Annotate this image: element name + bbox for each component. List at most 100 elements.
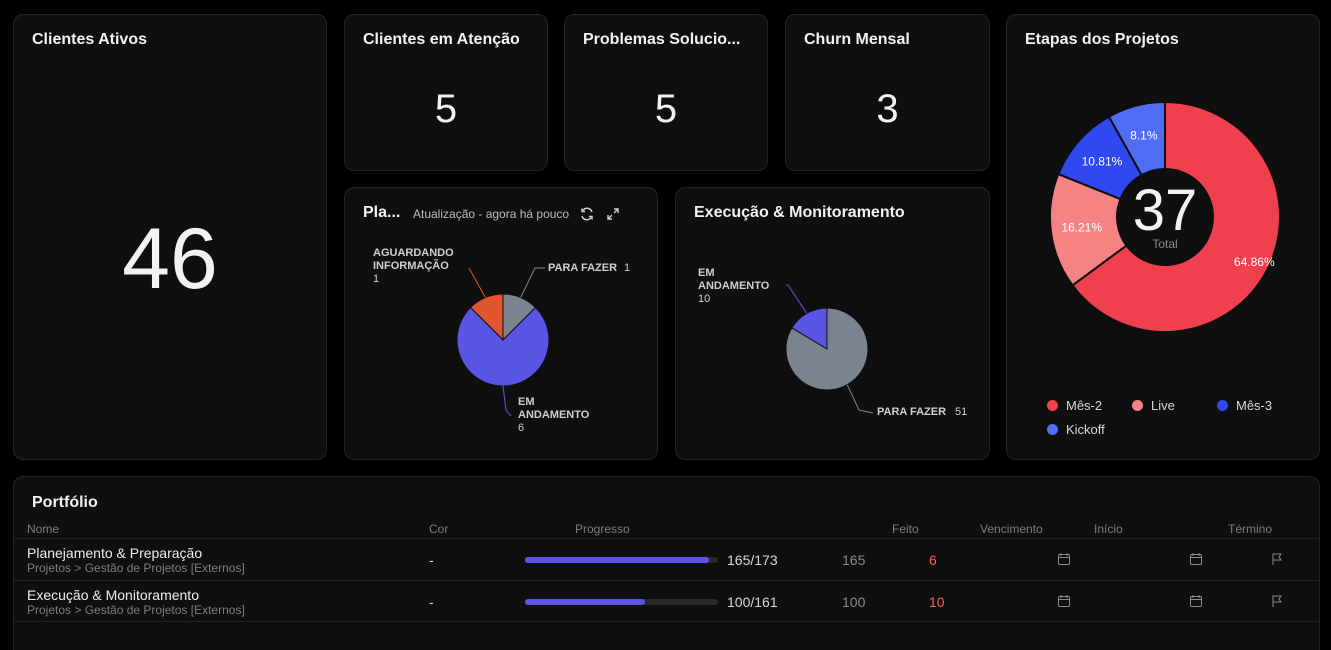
legend-item[interactable]: Mês-3 (1217, 398, 1307, 413)
slice-value: 1 (373, 273, 379, 285)
donut-slice-label: 64.86% (1234, 255, 1275, 269)
slice-value: 1 (624, 262, 630, 274)
donut-slice[interactable] (1049, 172, 1128, 287)
slice-value: 51 (955, 406, 967, 418)
progress-label: 165/173 (727, 552, 778, 568)
leader-line (502, 385, 512, 417)
legend-dot (1047, 400, 1058, 411)
legend-label: Mês-3 (1236, 398, 1273, 413)
progress-fill (525, 557, 710, 563)
legend-label: Live (1151, 398, 1175, 413)
donut-slice-label: 8.1% (1130, 129, 1158, 143)
column-header[interactable]: Feito (892, 522, 919, 536)
metric-value: 3 (876, 87, 899, 131)
flag-icon[interactable] (1270, 594, 1284, 608)
legend-label: Mês-2 (1066, 398, 1103, 413)
row-color: - (429, 552, 434, 568)
legend-item[interactable]: Live (1132, 398, 1217, 413)
card-problemas: Problemas Solucio... 5 (564, 14, 768, 171)
legend-item[interactable]: Mês-2 (1047, 398, 1132, 413)
slice-label: PARA FAZER (548, 262, 617, 274)
calendar-add-icon[interactable] (1057, 594, 1071, 608)
progress-fill (525, 599, 645, 605)
progress-bar (525, 599, 718, 605)
leader-line (846, 384, 874, 414)
donut-slice[interactable] (1107, 100, 1166, 177)
slice-label: ANDAMENTO (698, 280, 770, 292)
row-path: Projetos > Gestão de Projetos [Externos] (27, 561, 245, 575)
column-header[interactable]: Cor (429, 522, 449, 536)
row-open-count: 10 (929, 594, 945, 610)
row-done: 165 (842, 552, 866, 568)
slice-label: EM (698, 267, 715, 279)
column-header[interactable]: Início (1094, 522, 1123, 536)
card-etapas: Etapas dos Projetos 64.86% 16.21% 10.81% 8.… (1006, 14, 1320, 460)
card-clientes-ativos: Clientes Ativos 46 (13, 14, 327, 460)
legend-item[interactable]: Kickoff (1047, 422, 1132, 437)
legend-label: Kickoff (1066, 422, 1105, 437)
progress-bar (525, 557, 718, 563)
card-execucao: Execução & Monitoramento EM ANDAMENTO 10 PA… (675, 187, 990, 460)
metric-value: 5 (654, 87, 678, 131)
column-header[interactable]: Término (1228, 522, 1273, 536)
flag-icon[interactable] (1270, 552, 1284, 566)
column-header[interactable]: Nome (27, 522, 60, 536)
update-status: Atualização - agora há pouco (413, 207, 570, 221)
progress-label: 100/161 (727, 594, 778, 610)
card-clientes-atencao: Clientes em Atenção 5 (344, 14, 548, 171)
card-planejamento: Pla... Atualização - agora há pouco AGUA… (344, 187, 658, 460)
table-header: Nome Cor Progresso Feito Vencimento Iníc… (14, 522, 1319, 540)
table-row[interactable]: Planejamento & Preparação Projetos > Ges… (14, 538, 1319, 580)
donut-slice[interactable] (1071, 100, 1281, 333)
donut-slice-label: 10.81% (1082, 154, 1123, 168)
card-title: Clientes em Atenção (363, 31, 520, 48)
metric-value: 46 (122, 211, 218, 307)
portfolio-panel: Portfólio Nome Cor Progresso Feito Venci… (13, 476, 1320, 650)
row-color: - (429, 594, 434, 610)
calendar-add-icon[interactable] (1189, 594, 1203, 608)
pie-slice[interactable] (785, 307, 869, 391)
row-name[interactable]: Execução & Monitoramento (27, 587, 199, 603)
row-done: 100 (842, 594, 866, 610)
leader-line (468, 267, 486, 298)
slice-label: EM (518, 396, 535, 408)
card-churn: Churn Mensal 3 (785, 14, 990, 171)
row-path: Projetos > Gestão de Projetos [Externos] (27, 603, 245, 617)
slice-value: 6 (518, 422, 524, 434)
calendar-add-icon[interactable] (1057, 552, 1071, 566)
column-header[interactable]: Vencimento (980, 522, 1043, 536)
leader-line (786, 284, 808, 314)
column-header[interactable]: Progresso (575, 522, 630, 536)
portfolio-title: Portfólio (32, 494, 98, 511)
card-title: Problemas Solucio... (583, 31, 741, 48)
expand-icon[interactable] (605, 206, 621, 222)
donut-total: 37 (1133, 178, 1198, 243)
card-title: Etapas dos Projetos (1025, 31, 1179, 48)
row-open-count: 6 (929, 552, 937, 568)
donut-total-label: Total (1152, 237, 1177, 251)
card-title: Pla... (363, 204, 401, 221)
card-toolbar: Atualização - agora há pouco (413, 206, 621, 222)
leader-line (520, 267, 545, 298)
donut-slice-label: 16.21% (1061, 221, 1102, 235)
calendar-add-icon[interactable] (1189, 552, 1203, 566)
card-title: Churn Mensal (804, 31, 910, 48)
slice-label: ANDAMENTO (518, 409, 590, 421)
donut-legend: Mês-2 Live Mês-3 Kickoff (1047, 398, 1317, 437)
donut-chart-etapas: 64.86% 16.21% 10.81% 8.1% 37 Total (1049, 100, 1281, 333)
legend-dot (1132, 400, 1143, 411)
slice-value: 10 (698, 293, 710, 305)
legend-dot (1047, 424, 1058, 435)
metric-value: 5 (434, 87, 458, 131)
slice-label: AGUARDANDO (373, 247, 454, 259)
row-name[interactable]: Planejamento & Preparação (27, 545, 203, 561)
card-title: Execução & Monitoramento (694, 204, 905, 221)
refresh-icon[interactable] (579, 206, 595, 222)
slice-label: PARA FAZER (877, 406, 946, 418)
pie-slice[interactable] (456, 306, 550, 387)
card-title: Clientes Ativos (32, 31, 147, 48)
table-row[interactable]: Execução & Monitoramento Projetos > Gest… (14, 580, 1319, 622)
slice-label: INFORMAÇÃO (373, 259, 449, 272)
